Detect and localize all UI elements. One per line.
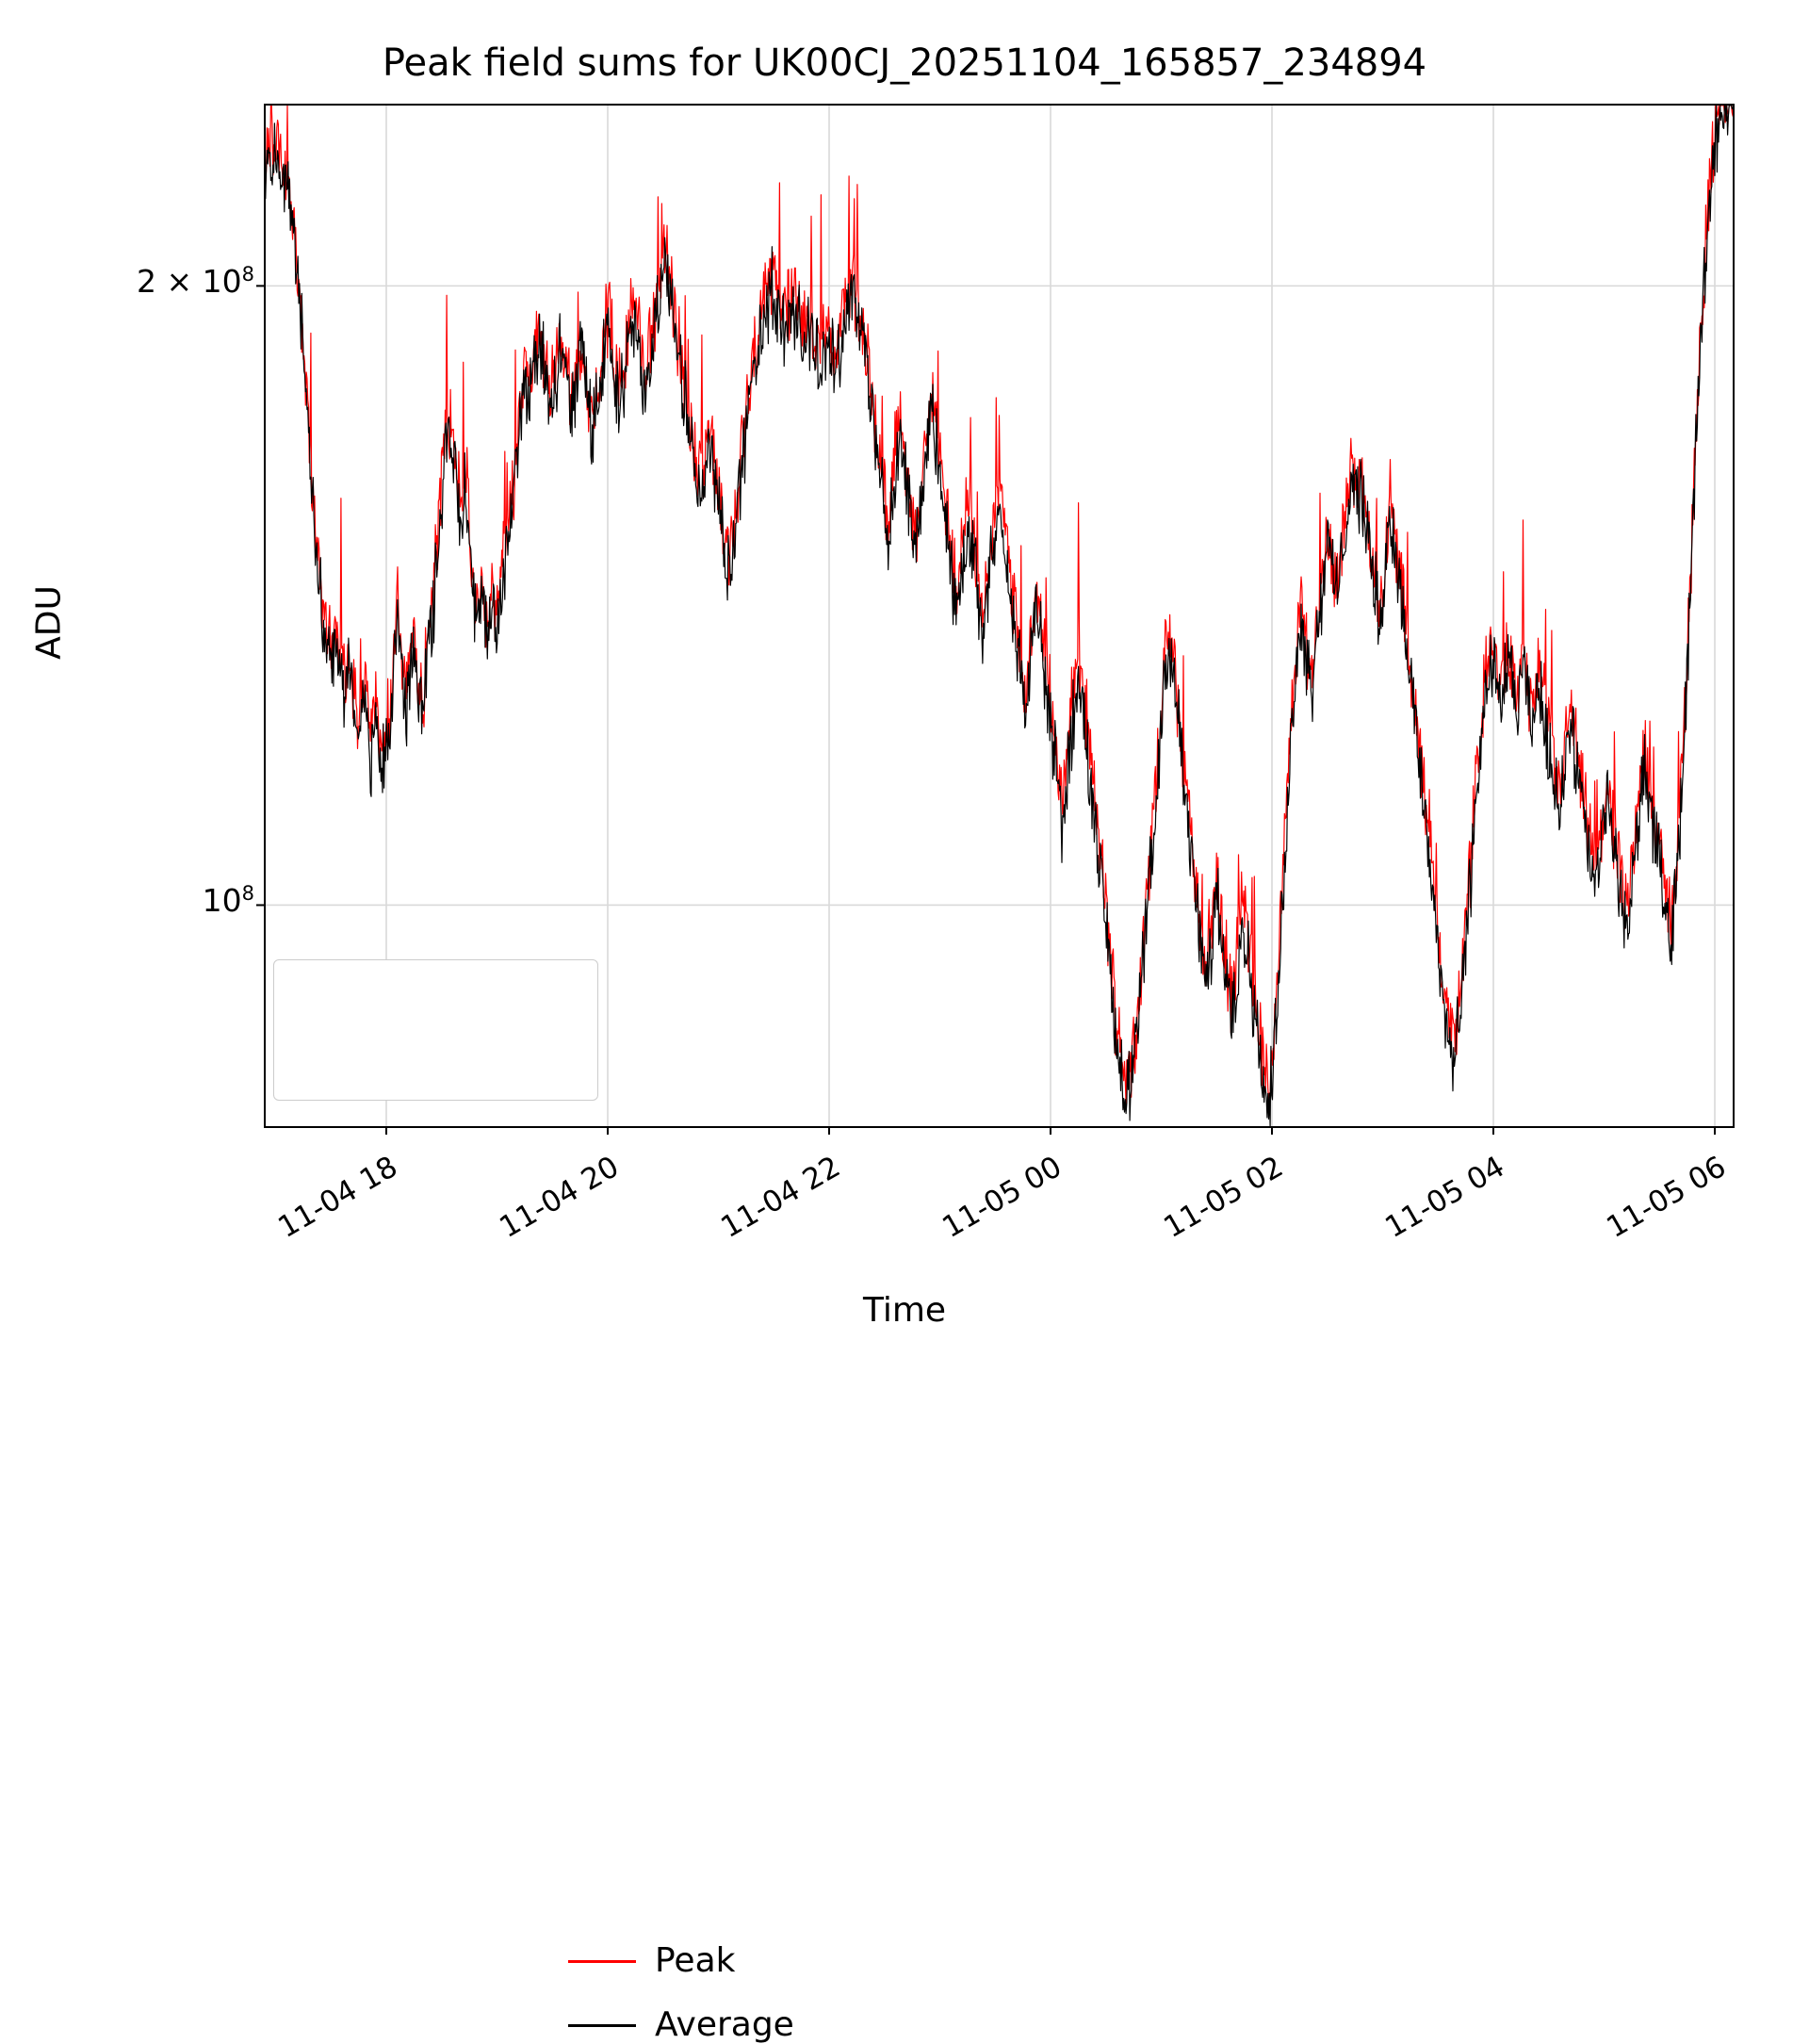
y-axis-tick-labels: 2 × 108 108 xyxy=(0,0,254,1357)
series-line-average xyxy=(265,105,1734,1127)
legend-swatch-peak xyxy=(568,1959,636,1963)
legend-label-average: Average xyxy=(655,2005,794,2044)
legend-item-peak[interactable]: Peak xyxy=(568,1944,735,1978)
legend-label-peak: Peak xyxy=(655,1941,736,1980)
legend-item-average[interactable]: Average xyxy=(568,2008,794,2042)
axes-frame xyxy=(264,104,1735,1128)
plot-area xyxy=(256,104,1735,1135)
grid-lines xyxy=(265,105,1734,1127)
y-tick-label: 2 × 108 xyxy=(137,263,254,301)
x-axis-label: Time xyxy=(862,1291,947,1330)
series-line-peak xyxy=(265,105,1734,1106)
legend-swatch-average xyxy=(568,2023,636,2027)
chart-title: Peak field sums for UK00CJ_20251104_1658… xyxy=(382,41,1427,85)
chart-figure: Peak field sums for UK00CJ_20251104_1658… xyxy=(0,0,1735,2042)
data-series xyxy=(265,105,1734,1127)
tick-marks xyxy=(256,285,1716,1135)
y-tick-label: 108 xyxy=(202,882,254,920)
legend[interactable]: Peak Average xyxy=(273,959,794,2042)
